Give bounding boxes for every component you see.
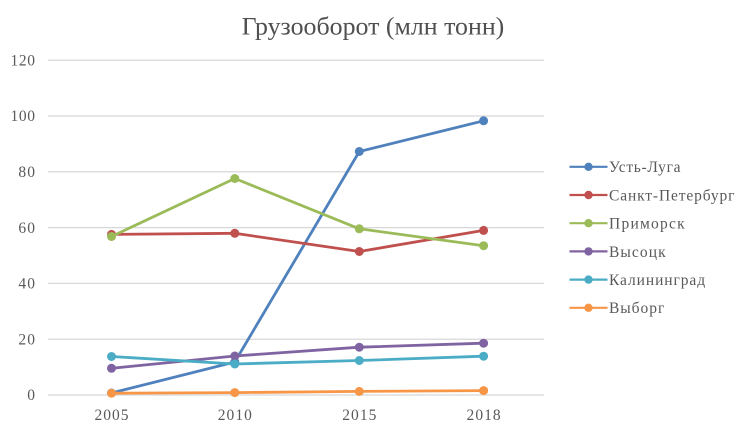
svg-text:120: 120 (11, 52, 36, 69)
svg-text:2015: 2015 (342, 407, 376, 424)
svg-text:Выборг: Выборг (609, 300, 664, 317)
svg-text:2005: 2005 (94, 407, 128, 424)
svg-text:Грузооборот (млн тонн): Грузооборот (млн тонн) (242, 13, 505, 40)
svg-text:40: 40 (18, 276, 35, 293)
svg-text:80: 80 (18, 164, 35, 181)
svg-text:2018: 2018 (467, 407, 501, 424)
svg-text:60: 60 (18, 220, 35, 237)
svg-text:Усть-Луга: Усть-Луга (609, 159, 681, 176)
svg-text:0: 0 (27, 387, 35, 404)
svg-text:2010: 2010 (218, 407, 252, 424)
svg-text:Санкт-Петербург: Санкт-Петербург (609, 187, 735, 204)
svg-text:20: 20 (18, 331, 35, 348)
svg-text:Калининград: Калининград (609, 272, 705, 289)
svg-text:Приморск: Приморск (609, 216, 685, 233)
svg-text:100: 100 (11, 108, 36, 125)
svg-text:Высоцк: Высоцк (609, 244, 666, 261)
